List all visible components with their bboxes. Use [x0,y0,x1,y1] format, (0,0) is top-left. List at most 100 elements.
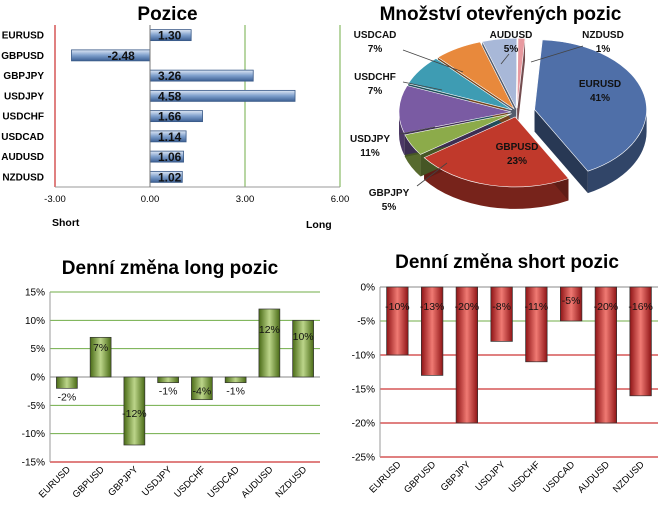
bar [89,336,112,378]
positions-chart: EURUSD 1.30 GBPUSD -2.48 GBPJPY 3.26 USDJPY 4.5… [1,25,349,231]
data-label: -5% [562,295,581,307]
x-tick-label: NZDUSD [611,459,647,495]
pie-category-label: GBPUSD [496,142,539,153]
positions-chart-title: Pozice [137,4,198,25]
pie-slice-side [587,109,647,194]
open-positions-pie-panel: Množství otevřených pozic EURUSD 41% GBPUS… [345,0,664,240]
data-label: -10% [385,301,410,313]
data-label: 4.58 [158,89,182,103]
data-label: 10% [293,331,314,343]
pie-slice [404,113,512,155]
data-label: 1.66 [158,110,182,124]
pie-leader-line [402,49,464,73]
category-label: NZDUSD [2,172,44,183]
y-tick-label: -10% [22,429,45,440]
x-tick-label: 3.00 [236,194,255,205]
x-tick-label: 6.00 [331,194,350,205]
y-tick-label: 15% [25,288,45,299]
bar [292,319,314,378]
pie-category-label: USDCAD [354,30,397,41]
data-label: -20% [594,301,619,313]
pie-category-label: EURUSD [579,79,621,90]
x-tick-label: EURUSD [367,459,403,495]
y-tick-label: 10% [25,316,45,327]
data-label: -13% [420,301,445,313]
pie-slice [407,58,513,111]
bar [56,376,78,389]
data-label: -1% [159,386,178,398]
short-label: Short [52,217,80,229]
pie-value-label: 11% [360,148,380,159]
data-label: 1.06 [158,150,182,164]
x-tick-label: GBPJPY [106,464,141,499]
pie-leader-line [500,53,510,65]
bar [594,286,617,424]
pie-leader-line [530,45,584,63]
pie-value-label: 5% [504,44,519,55]
bar [490,286,513,342]
pie-value-label: 41% [590,93,610,104]
y-tick-label: 0% [31,373,46,384]
daily-short-change-chart: -25% -20% -15% -10% -5% 0% -10% EURUSD -13% GBPUS… [352,283,658,495]
pie-category-label: GBPJPY [369,188,410,199]
bar [386,286,409,356]
daily-short-change-panel: Denní změna short pozic -25% -20% -15% -10%… [330,250,664,515]
data-label: -12% [122,408,147,420]
data-label: 1.14 [158,130,182,144]
daily-short-change-title: Denní změna short pozic [395,252,619,273]
pie-slice-side [424,157,569,209]
y-tick-label: -25% [352,453,375,464]
x-tick-label: GBPUSD [71,464,107,500]
x-tick-label: -3.00 [44,194,66,205]
bar [258,308,281,378]
x-tick-label: USDCAD [206,464,242,500]
pie-value-label: 1% [596,44,611,55]
category-label: USDCAD [1,132,44,143]
data-label: 7% [93,342,108,354]
daily-long-change-chart: -15% -10% -5% 0% 5% 10% 15% -2% EURUSD 7% GBPUSD -1… [22,288,320,500]
pie-leader-line [402,81,443,91]
pie-slice [398,85,512,134]
data-label: 1.02 [158,170,182,184]
x-tick-label: USDCHF [507,459,543,495]
open-positions-pie-title: Množství otevřených pozic [379,4,622,25]
data-label: 12% [259,324,280,336]
data-label: 3.26 [158,69,182,83]
bar [560,286,583,322]
pie-value-label: 23% [507,156,527,167]
pie-category-label: USDJPY [350,134,390,145]
bar [157,376,179,384]
x-tick-label: USDJPY [473,459,508,494]
long-label: Long [306,219,332,231]
y-tick-label: 0% [361,283,376,294]
bar [525,286,548,363]
category-label: USDJPY [4,91,44,102]
y-tick-label: -5% [357,317,375,328]
category-label: USDCHF [2,112,44,123]
daily-long-change-title: Denní změna long pozic [61,258,279,279]
y-tick-label: -5% [27,401,45,412]
pie-leader-line [416,162,448,187]
x-tick-label: GBPJPY [439,459,474,494]
data-label: -2% [58,391,77,403]
pie-leader-line [399,126,436,135]
y-tick-label: -15% [22,458,45,469]
bar [191,376,213,401]
positions-chart-panel: Pozice EURUSD 1.30 GBPUSD -2.48 GBPJPY 3.26 US… [0,0,349,235]
pie-slice-wall [517,38,526,131]
x-tick-label: GBPUSD [402,459,438,495]
x-tick-label: EURUSD [37,464,73,500]
pie-slice [481,37,518,109]
pie-slice-wall [534,109,588,194]
pie-value-label: 7% [368,86,383,97]
bar [123,376,146,446]
x-tick-label: 0.00 [141,194,160,205]
data-label: -16% [628,301,653,313]
data-label: -1% [226,386,245,398]
pie-slice [534,39,647,172]
bar [224,376,247,384]
x-tick-label: USDCHF [172,464,208,500]
y-tick-label: -15% [352,385,375,396]
bar [455,286,478,424]
x-tick-label: AUDUSD [239,464,275,500]
